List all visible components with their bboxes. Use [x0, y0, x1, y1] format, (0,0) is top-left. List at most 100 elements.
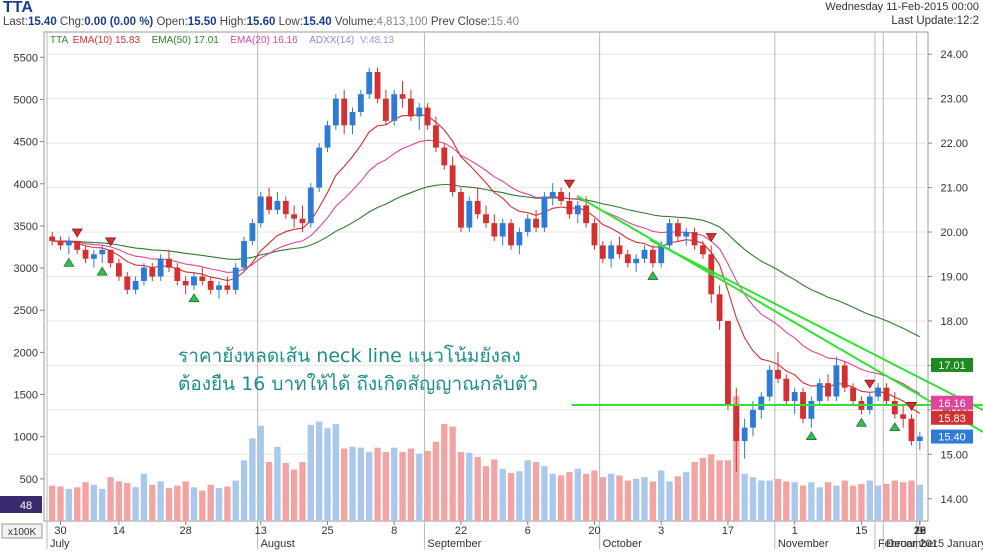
volume-bar — [607, 473, 615, 521]
volume-bar — [491, 459, 498, 521]
volume-bar — [90, 484, 98, 521]
volume-bar — [557, 475, 565, 521]
candle-body — [341, 98, 348, 126]
volume-bar — [758, 480, 765, 521]
volume-bar — [474, 456, 481, 521]
candle-body — [391, 94, 398, 121]
candle-body — [616, 245, 623, 255]
volume-bar — [791, 482, 798, 521]
volume-tick-label: 3500 — [14, 221, 38, 233]
time-tick-label: 15 — [855, 525, 867, 537]
candle-body — [141, 267, 147, 281]
volume-bar — [57, 486, 64, 521]
volume-bar — [899, 482, 907, 521]
candle-body — [249, 223, 256, 241]
legend-entry: EMA(50) 17.01 — [152, 35, 220, 46]
buy-signal-marker — [855, 417, 867, 427]
candle-body — [758, 396, 765, 410]
volume-unit: x100K — [8, 527, 37, 538]
symbol-title: TTA — [3, 0, 33, 16]
volume-tick-label: 3000 — [14, 263, 38, 275]
volume-bar — [582, 473, 590, 521]
month-label: July — [50, 538, 70, 550]
volume-bar — [691, 461, 698, 521]
candle-body — [90, 254, 97, 259]
volume-bar — [374, 447, 381, 521]
volume-bar — [324, 428, 331, 521]
volume-bar — [315, 421, 323, 521]
candle-body — [516, 232, 523, 246]
candle-body — [641, 249, 648, 259]
candle-body — [666, 223, 673, 246]
candle-body — [182, 280, 189, 286]
candle-body — [916, 436, 923, 441]
volume-bar — [616, 475, 623, 521]
buy-signal-marker — [647, 271, 659, 280]
volume-bar — [466, 452, 473, 521]
volume-bar — [507, 472, 515, 521]
volume-tick-label: 2000 — [14, 347, 38, 359]
candle-body — [508, 223, 514, 246]
volume-bar — [808, 482, 815, 521]
volume-bar — [49, 485, 56, 521]
volume-bar — [532, 461, 540, 521]
candle-body — [307, 187, 314, 224]
candle-body — [499, 223, 506, 237]
legend-entry: EMA(10) 15.83 — [73, 35, 141, 46]
price-tick-label: 22.00 — [940, 138, 968, 150]
volume-bar — [424, 451, 431, 521]
time-tick-label: 3 — [658, 525, 664, 537]
volume-bar — [249, 438, 256, 521]
price-badge-text: 17.01 — [938, 360, 966, 372]
quote-header: TTA Last:15.40 Chg:0.00 (0.00 %) Open:15… — [0, 0, 983, 32]
price-tick-label: 20.00 — [940, 227, 968, 239]
volume-bar — [708, 454, 715, 521]
candle-body — [908, 418, 915, 441]
candle-body — [82, 249, 89, 259]
candle-body — [291, 214, 298, 219]
volume-bar — [182, 481, 189, 521]
time-tick-label: 22 — [455, 525, 467, 537]
candle-body — [449, 165, 456, 193]
candle-body — [833, 365, 840, 397]
volume-bar — [858, 483, 865, 521]
volume-bar — [215, 488, 223, 521]
volume-bar — [866, 480, 873, 521]
candle-body — [266, 196, 273, 210]
candle-body — [441, 147, 448, 166]
volume-bar — [741, 473, 748, 521]
volume-bar — [224, 486, 231, 521]
candle-body — [382, 98, 389, 121]
indicator-legend: TTA EMA(10) 15.83 EMA(50) 17.01 EMA(20) 16.… — [50, 35, 395, 46]
candle-body — [149, 267, 156, 277]
chg-value: 0.00 (0.00 %) — [84, 16, 154, 28]
candle-body — [416, 107, 423, 117]
candle-body — [458, 192, 464, 228]
last-label: Last: — [3, 16, 28, 28]
low-label: Low: — [278, 16, 303, 28]
volume-bar — [190, 487, 198, 521]
volume-bar — [449, 426, 456, 521]
volume-axis: 5500 5000 4500 4000 3500 3000 2500 2000 1500 1000… — [14, 52, 44, 486]
candle-body — [866, 396, 873, 410]
volume-bar — [482, 466, 490, 521]
candle-body — [166, 258, 172, 268]
candle-body — [366, 72, 373, 95]
volume-bar — [666, 481, 673, 521]
resistance-line — [649, 239, 983, 411]
volume-bar — [257, 425, 264, 521]
volume-bar — [658, 470, 665, 521]
volume-bar — [633, 478, 640, 521]
time-tick-label: 12 — [914, 525, 926, 537]
chg-label: Chg: — [59, 16, 85, 28]
candles — [49, 67, 923, 473]
price-badges: 17.01 16.16 15.83 15.40 — [931, 357, 973, 444]
volume-bar — [115, 481, 123, 521]
signal-markers — [63, 179, 918, 440]
price-tick-label: 19.00 — [940, 272, 968, 284]
volume-bar — [391, 447, 398, 521]
candle-body — [608, 245, 615, 259]
volume-tick-label: 1000 — [14, 432, 38, 444]
volume-bar — [207, 484, 214, 521]
